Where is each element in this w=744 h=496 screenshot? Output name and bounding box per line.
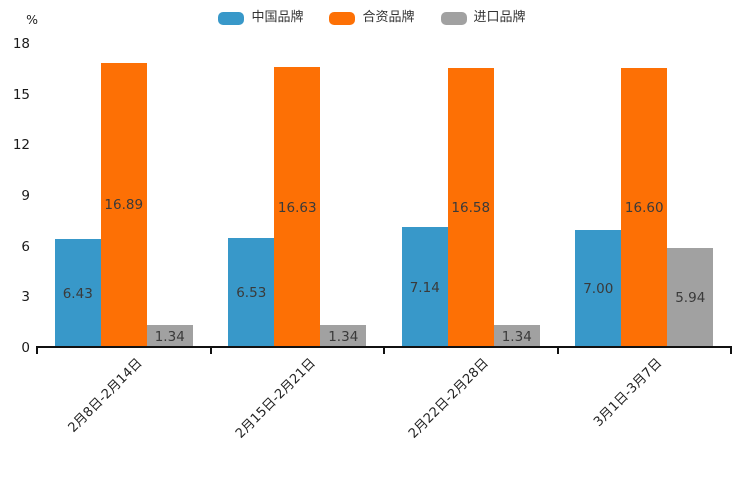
bar-value-label-joint-venture-brand-3: 16.60 bbox=[624, 199, 664, 216]
x-axis-label-0: 2月8日-2月14日 bbox=[65, 355, 146, 436]
bar-china-brand-1 bbox=[228, 237, 275, 348]
x-tick-0 bbox=[36, 346, 38, 354]
x-tick-3 bbox=[556, 346, 559, 354]
x-tick-2 bbox=[383, 346, 385, 354]
bar-value-label-joint-venture-brand-0: 16.89 bbox=[104, 197, 144, 214]
bar-value-label-china-brand-1: 6.53 bbox=[236, 284, 267, 301]
legend: 中国品牌 合资品牌 进口品牌 bbox=[0, 8, 744, 28]
legend-item-import-brand[interactable]: 进口品牌 bbox=[440, 10, 526, 25]
legend-swatch-china-brand bbox=[218, 11, 245, 25]
bar-joint-venture-brand-3 bbox=[621, 67, 668, 348]
bar-value-label-china-brand-3: 7.00 bbox=[583, 280, 614, 297]
legend-swatch-import-brand bbox=[440, 11, 467, 25]
y-axis-unit-label: % bbox=[26, 12, 38, 27]
bar-china-brand-3 bbox=[575, 229, 622, 348]
bar-import-brand-2 bbox=[493, 325, 540, 348]
x-axis-label-3: 3月1日-3月7日 bbox=[591, 355, 666, 430]
bar-import-brand-1 bbox=[320, 325, 367, 348]
bar-china-brand-0 bbox=[54, 239, 101, 348]
legend-label-china-brand: 中国品牌 bbox=[251, 10, 304, 25]
bar-joint-venture-brand-0 bbox=[100, 62, 147, 348]
y-tick-15: 15 bbox=[12, 86, 30, 103]
legend-label-joint-venture-brand: 合资品牌 bbox=[362, 10, 415, 25]
legend-label-import-brand: 进口品牌 bbox=[473, 10, 526, 25]
bar-import-brand-0 bbox=[146, 325, 193, 348]
x-tick-1 bbox=[209, 346, 212, 354]
bar-china-brand-2 bbox=[401, 227, 448, 348]
y-tick-6: 6 bbox=[21, 238, 30, 255]
y-tick-9: 9 bbox=[21, 188, 30, 204]
x-tick-4 bbox=[730, 346, 732, 354]
y-tick-18: 18 bbox=[12, 36, 30, 52]
legend-swatch-joint-venture-brand bbox=[329, 11, 356, 25]
bar-import-brand-3 bbox=[667, 247, 714, 348]
bar-value-label-import-brand-0: 1.34 bbox=[154, 328, 185, 345]
legend-item-china-brand[interactable]: 中国品牌 bbox=[218, 11, 303, 25]
bar-value-label-joint-venture-brand-2: 16.58 bbox=[451, 199, 491, 216]
bar-value-label-joint-venture-brand-1: 16.63 bbox=[277, 199, 317, 216]
legend-item-joint-venture-brand[interactable]: 合资品牌 bbox=[329, 10, 415, 25]
bar-value-label-china-brand-0: 6.43 bbox=[62, 285, 93, 302]
y-tick-12: 12 bbox=[12, 137, 30, 154]
bar-value-label-import-brand-1: 1.34 bbox=[328, 328, 359, 345]
x-axis-label-1: 2月15日-2月21日 bbox=[232, 355, 319, 442]
y-tick-3: 3 bbox=[21, 289, 30, 306]
bar-joint-venture-brand-2 bbox=[447, 67, 494, 348]
bar-joint-venture-brand-1 bbox=[274, 67, 321, 348]
x-axis-label-2: 2月22日-2月28日 bbox=[406, 355, 493, 442]
bar-value-label-china-brand-2: 7.14 bbox=[409, 279, 440, 296]
bar-value-label-import-brand-2: 1.34 bbox=[501, 328, 532, 345]
bar-value-label-import-brand-3: 5.94 bbox=[675, 289, 706, 306]
y-tick-0: 0 bbox=[21, 340, 30, 356]
